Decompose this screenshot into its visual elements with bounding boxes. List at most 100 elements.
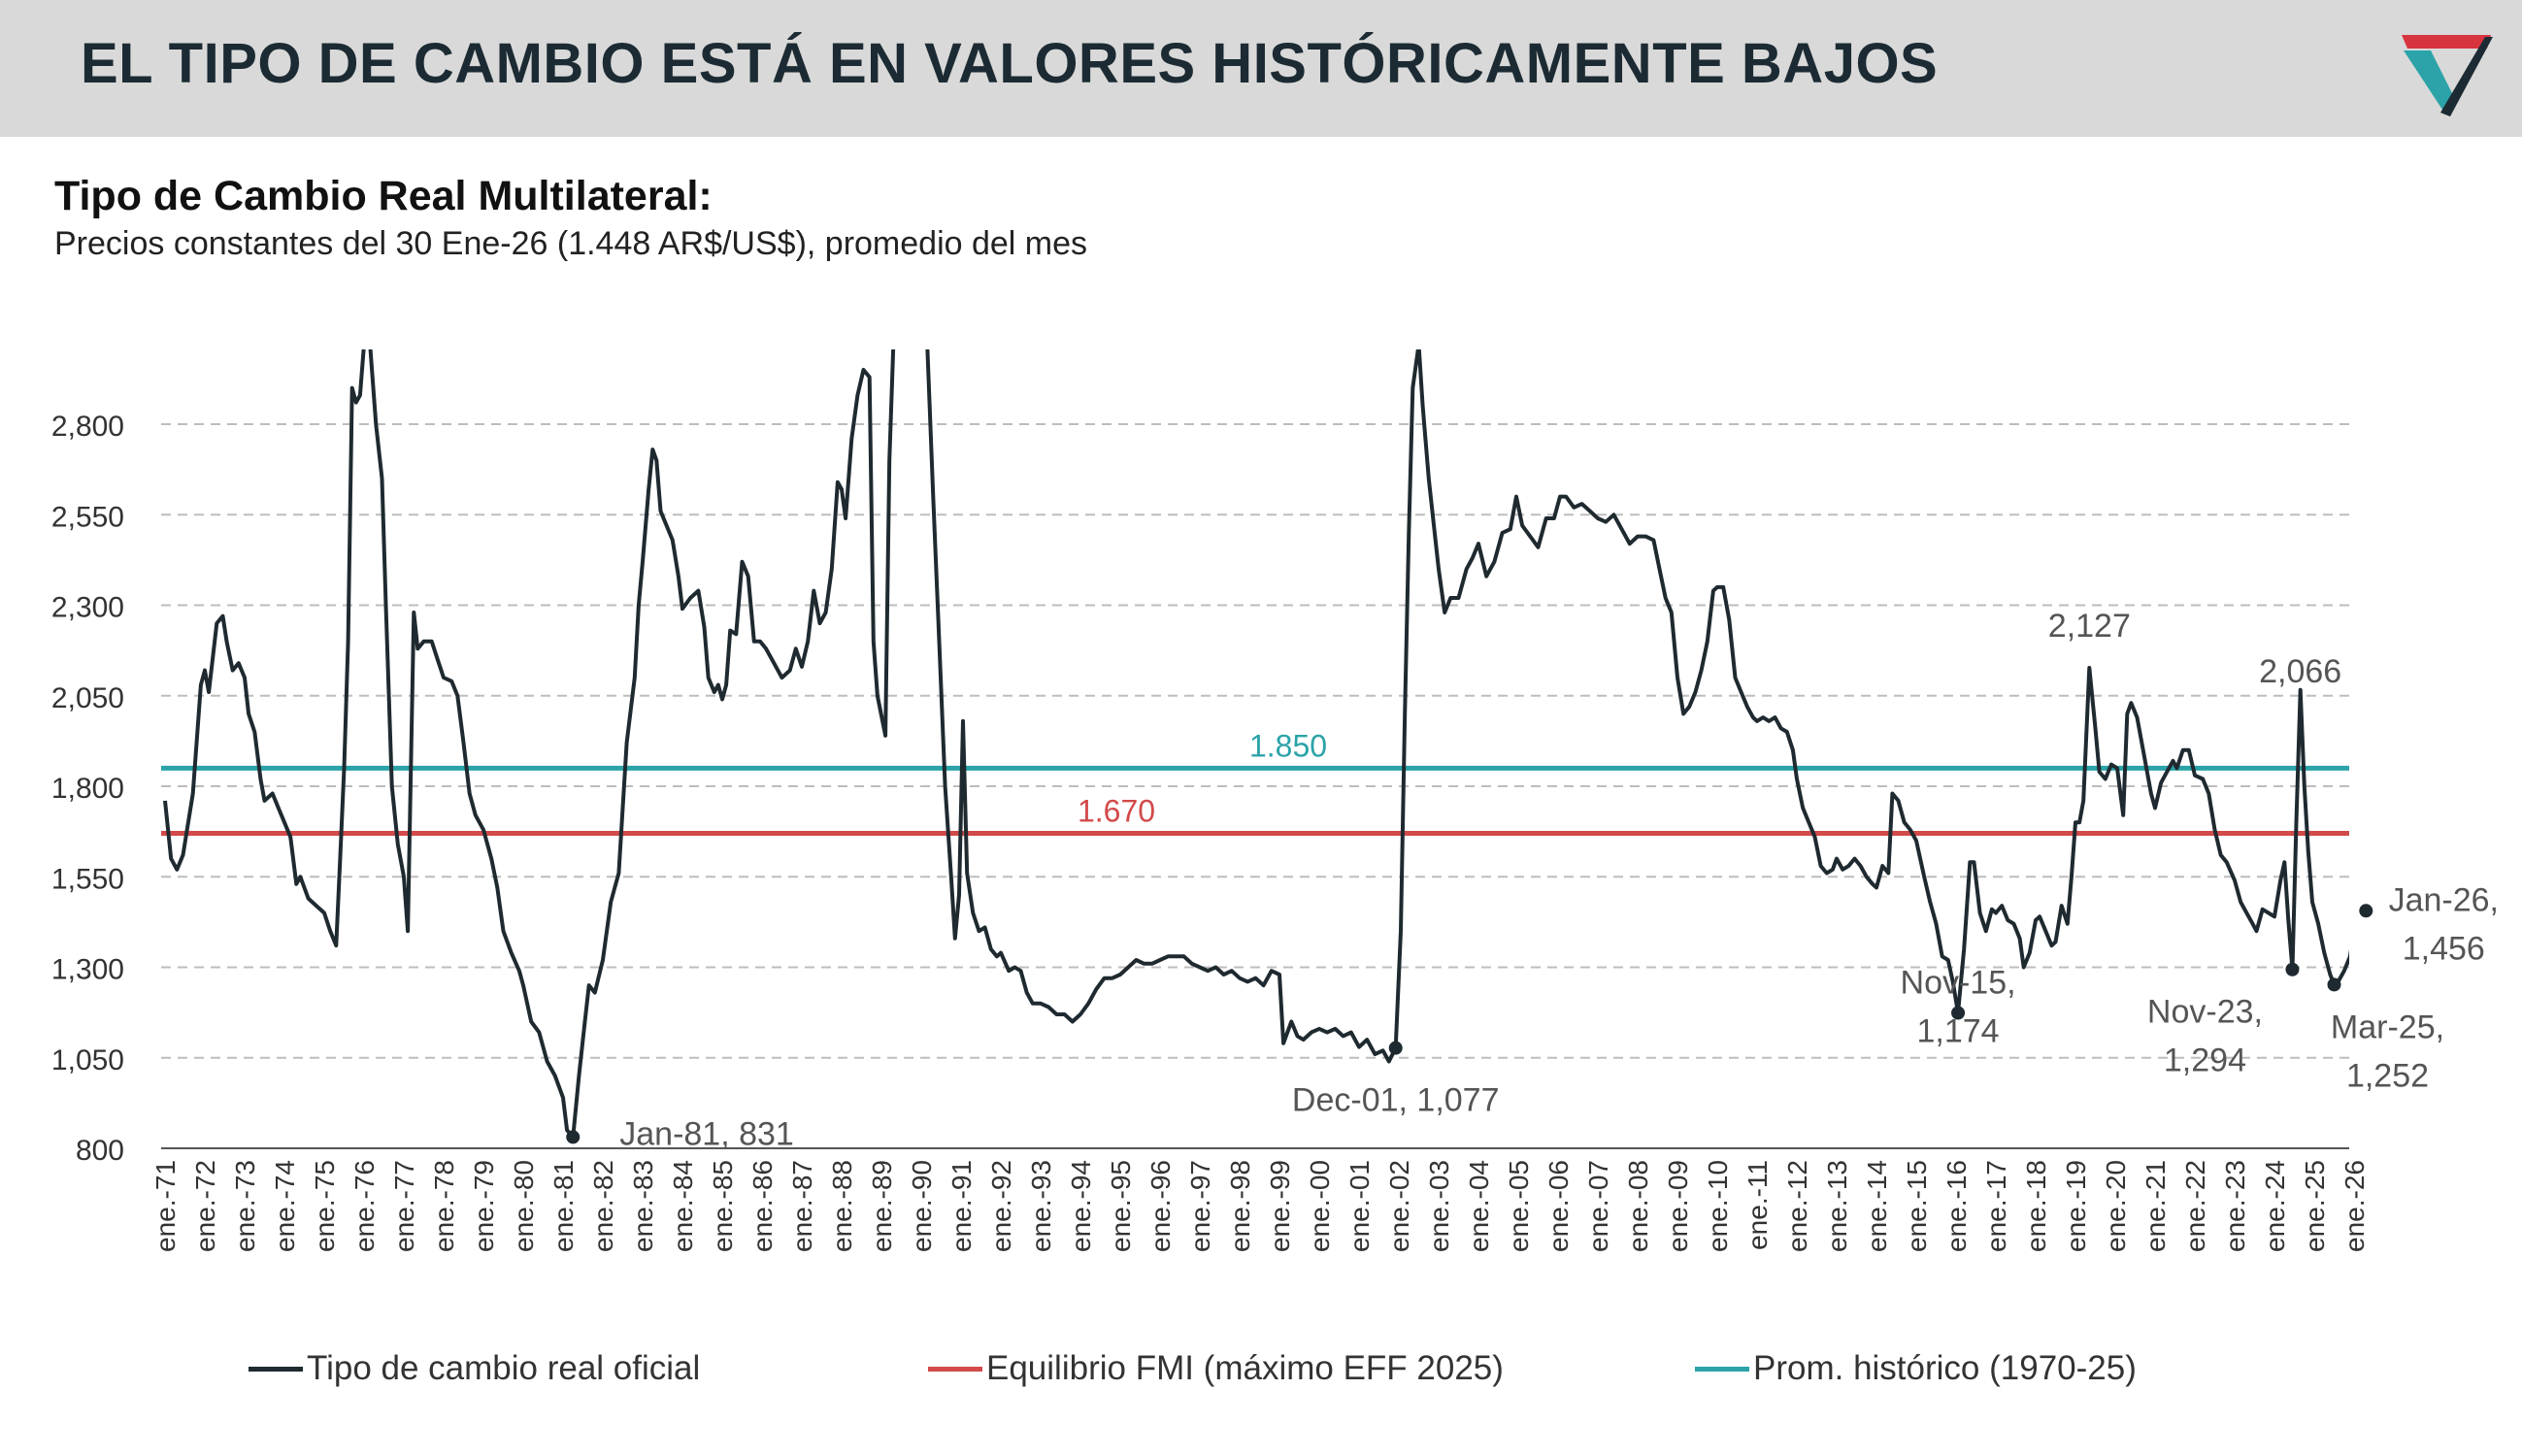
y-tick-label: 800	[76, 1135, 124, 1167]
x-tick-label: ene.-82	[588, 1160, 618, 1252]
annotation-marker	[1388, 1041, 1403, 1055]
x-tick-label: ene.-79	[469, 1160, 499, 1252]
y-tick-label: 2,800	[51, 411, 124, 443]
x-tick-label: ene.-18	[2021, 1160, 2051, 1252]
x-tick-label: ene.-02	[1384, 1160, 1414, 1252]
x-tick-label: ene.-14	[1862, 1160, 1892, 1252]
x-tick-label: ene.-20	[2101, 1160, 2131, 1252]
x-tick-label: ene.-80	[509, 1160, 539, 1252]
x-tick-label: ene.-98	[1225, 1160, 1255, 1252]
y-tick-label: 1,050	[51, 1044, 124, 1076]
x-tick-label: ene.-77	[389, 1160, 419, 1252]
x-tick-label: ene.-95	[1106, 1160, 1136, 1252]
x-tick-label: ene.-16	[1941, 1160, 1972, 1252]
chart-subtitle: Precios constantes del 30 Ene-26 (1.448 …	[54, 225, 1088, 262]
annotation-label: Mar-25,	[2331, 1009, 2444, 1045]
x-tick-label: ene.-23	[2220, 1160, 2250, 1252]
annotation-marker	[1951, 1006, 1966, 1020]
x-tick-label: ene.-96	[1145, 1160, 1176, 1252]
legend-item-prom: Prom. histórico (1970-25)	[1695, 1349, 2137, 1388]
page-title: EL TIPO DE CAMBIO ESTÁ EN VALORES HISTÓR…	[81, 32, 1939, 95]
x-tick-label: ene.-24	[2260, 1160, 2290, 1252]
x-tick-label: ene.-87	[787, 1160, 817, 1252]
x-tick-label: ene.-76	[349, 1160, 380, 1252]
annotation-label: Nov-15,	[1901, 964, 2016, 1001]
x-tick-label: ene.-01	[1344, 1160, 1375, 1252]
header-bar: EL TIPO DE CAMBIO ESTÁ EN VALORES HISTÓR…	[0, 0, 2522, 137]
chart-title: Tipo de Cambio Real Multilateral:	[54, 173, 713, 219]
legend-label-prom: Prom. histórico (1970-25)	[1753, 1349, 2137, 1387]
annotation-marker	[566, 1130, 581, 1144]
x-tick-label: ene.-83	[628, 1160, 658, 1252]
x-tick-label: ene.-25	[2300, 1160, 2330, 1252]
annotation-label: Dec-01, 1,077	[1292, 1082, 1500, 1119]
legend-item-tcr: Tipo de cambio real oficial	[249, 1349, 700, 1388]
historical-average-label: 1.850	[1249, 728, 1327, 763]
x-tick-label: ene.-78	[429, 1160, 459, 1252]
x-tick-label: ene.-21	[2140, 1160, 2171, 1252]
x-tick-label: ene.-94	[1066, 1160, 1096, 1252]
x-tick-label: ene.-17	[1981, 1160, 2011, 1252]
annotation-marker	[2285, 962, 2300, 976]
fmi-equilibrium-label: 1.670	[1078, 793, 1155, 828]
x-tick-label: ene.-97	[1185, 1160, 1215, 1252]
x-tick-label: ene.-19	[2061, 1160, 2091, 1252]
legend-label-tcr: Tipo de cambio real oficial	[307, 1349, 701, 1387]
x-tick-label: ene.-10	[1703, 1160, 1733, 1252]
legend: Tipo de cambio real oficial Equilibrio F…	[0, 1349, 2522, 1398]
x-tick-label: ene.-75	[310, 1160, 340, 1252]
annotation-marker	[2327, 977, 2341, 992]
x-tick-label: ene.-73	[230, 1160, 260, 1252]
x-tick-label: ene.-71	[150, 1160, 181, 1252]
x-tick-label: ene.-12	[1782, 1160, 1812, 1252]
annotation-label-value: 1,456	[2403, 930, 2485, 967]
y-tick-label: 2,050	[51, 682, 124, 714]
y-tick-label: 1,550	[51, 863, 124, 895]
y-tick-label: 2,300	[51, 592, 124, 624]
x-tick-label: ene.-84	[668, 1160, 698, 1252]
annotation-label: 2,066	[2259, 653, 2341, 690]
x-tick-label: ene.-74	[270, 1160, 300, 1252]
x-tick-label: ene.-81	[548, 1160, 579, 1252]
annotation-label: 2,127	[2048, 608, 2131, 645]
x-tick-label: ene.-00	[1305, 1160, 1335, 1252]
legend-label-fmi: Equilibrio FMI (máximo EFF 2025)	[986, 1349, 1504, 1387]
legend-swatch-fmi	[928, 1366, 982, 1372]
annotation-label: Jan-26,	[2389, 881, 2499, 918]
x-tick-label: ene.-26	[2339, 1160, 2370, 1252]
x-tick-label: ene.-08	[1623, 1160, 1653, 1252]
x-tick-label: ene.-09	[1663, 1160, 1693, 1252]
x-tick-label: ene.-93	[1026, 1160, 1056, 1252]
legend-swatch-tcr	[249, 1366, 303, 1372]
annotation-label-value: 1,294	[2164, 1042, 2246, 1079]
legend-swatch-prom	[1695, 1366, 1749, 1372]
series-line-tipo-de-cambio	[163, 349, 2349, 1140]
annotation-label-value: 1,252	[2346, 1057, 2429, 1094]
x-tick-label: ene.-04	[1464, 1160, 1494, 1252]
x-tick-label: ene.-90	[907, 1160, 937, 1252]
x-tick-label: ene.-15	[1902, 1160, 1932, 1252]
brand-logo-icon	[2402, 35, 2493, 116]
x-tick-label: ene.-89	[867, 1160, 897, 1252]
x-tick-label: ene.-92	[986, 1160, 1016, 1252]
y-tick-label: 2,550	[51, 501, 124, 533]
annotation-label: Jan-81, 831	[619, 1115, 794, 1152]
y-tick-label: 1,800	[51, 773, 124, 805]
annotation-label: Nov-23,	[2147, 994, 2263, 1031]
x-tick-label: ene.-03	[1424, 1160, 1454, 1252]
x-tick-label: ene.-99	[1265, 1160, 1295, 1252]
x-tick-label: ene.-11	[1742, 1160, 1773, 1250]
y-tick-label: 1,300	[51, 954, 124, 986]
x-tick-label: ene.-07	[1583, 1160, 1613, 1252]
x-tick-label: ene.-86	[747, 1160, 778, 1252]
x-tick-label: ene.-85	[708, 1160, 738, 1252]
x-tick-label: ene.-22	[2180, 1160, 2210, 1252]
x-tick-label: ene.-13	[1822, 1160, 1852, 1252]
x-tick-label: ene.-06	[1543, 1160, 1574, 1252]
x-tick-label: ene.-91	[946, 1160, 977, 1252]
x-tick-label: ene.-88	[827, 1160, 857, 1252]
annotation-marker	[2359, 904, 2373, 918]
legend-item-fmi: Equilibrio FMI (máximo EFF 2025)	[928, 1349, 1504, 1388]
annotation-label-value: 1,174	[1917, 1012, 2000, 1049]
